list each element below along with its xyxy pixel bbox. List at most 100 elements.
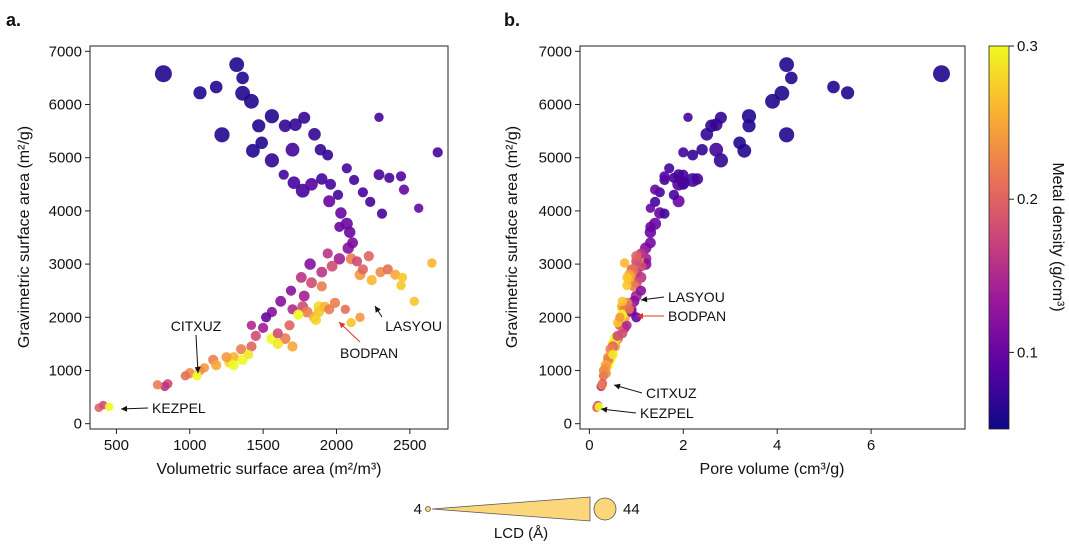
- data-point: [316, 266, 328, 278]
- y-tick-label: 2000: [49, 309, 82, 326]
- annotation-arrowhead: [339, 322, 346, 329]
- data-point: [287, 176, 301, 189]
- panel-b-x-ticks: 0 2 4 6: [585, 429, 875, 454]
- data-point: [316, 281, 327, 292]
- data-point: [594, 402, 604, 412]
- data-point: [329, 297, 341, 308]
- panel-b-frame: [579, 45, 966, 430]
- data-point: [742, 119, 756, 133]
- data-point: [427, 258, 437, 268]
- data-point: [598, 371, 609, 381]
- data-point: [398, 184, 410, 195]
- panel-a-label: a.: [6, 10, 21, 30]
- data-point: [246, 341, 257, 352]
- data-point: [293, 309, 304, 320]
- annotation-kezpel: KEZPEL: [640, 405, 694, 421]
- data-point: [347, 237, 358, 249]
- data-point: [668, 172, 680, 183]
- data-point: [355, 312, 365, 322]
- data-point: [334, 221, 345, 232]
- data-point: [683, 112, 693, 123]
- data-point: [779, 57, 794, 72]
- y-tick-label: 6000: [539, 97, 572, 114]
- x-tick-label: 4: [773, 437, 781, 454]
- lcd-min-label: 4: [414, 501, 422, 518]
- data-point: [678, 147, 689, 158]
- panel-b-x-axis-title: Pore volume (cm³/g): [700, 461, 845, 478]
- lcd-max-circle: [593, 497, 617, 521]
- data-point: [395, 171, 407, 182]
- data-point: [678, 169, 689, 180]
- panel-b-y-ticks: 0 1000 2000 3000 4000 5000 6000 7000: [539, 43, 580, 433]
- y-tick-label: 3000: [539, 256, 572, 273]
- data-point: [304, 258, 316, 270]
- data-point: [650, 184, 661, 195]
- lcd-min-circle: [425, 506, 431, 512]
- data-point: [631, 251, 642, 262]
- data-point: [700, 128, 714, 141]
- data-point: [192, 371, 202, 381]
- data-point: [335, 207, 347, 219]
- data-point: [631, 312, 642, 323]
- data-point: [236, 71, 249, 85]
- data-point: [622, 320, 632, 330]
- x-tick-label: 2500: [393, 437, 426, 454]
- data-point: [827, 80, 840, 94]
- data-point: [264, 109, 279, 124]
- data-point: [382, 264, 393, 275]
- data-point: [645, 203, 656, 213]
- annotation-citxuz: CITXUZ: [171, 318, 222, 334]
- data-point: [284, 320, 295, 331]
- y-tick-label: 4000: [49, 203, 82, 220]
- data-point: [396, 280, 406, 291]
- data-point: [346, 317, 356, 328]
- data-point: [221, 352, 232, 363]
- data-point: [255, 136, 268, 150]
- data-point: [619, 258, 630, 268]
- annotation-arrowhead: [614, 383, 621, 390]
- data-point: [332, 189, 344, 200]
- data-point: [645, 221, 656, 232]
- annotation-lasyou: LASYOU: [668, 289, 725, 305]
- colorbar-gradient: [988, 45, 1010, 430]
- colorbar-ticks: 0.1 0.2 0.3: [1009, 38, 1038, 361]
- y-tick-label: 2000: [539, 309, 572, 326]
- panel-a: a. 500 1000 1500 2000 2500 0 1000 2000 3000 4000…: [6, 10, 449, 478]
- data-point: [325, 178, 336, 190]
- panel-b-label: b.: [504, 10, 520, 30]
- data-point: [357, 187, 368, 198]
- x-tick-label: 1000: [173, 437, 206, 454]
- y-tick-label: 5000: [49, 150, 82, 167]
- data-point: [285, 285, 297, 296]
- data-point: [687, 149, 699, 161]
- data-point: [344, 226, 356, 238]
- data-point: [365, 196, 376, 207]
- data-point: [351, 256, 363, 267]
- data-point: [229, 57, 245, 72]
- panel-a-x-axis-title: Volumetric surface area (m²/m³): [157, 461, 382, 478]
- data-point: [326, 260, 338, 272]
- data-point: [615, 312, 625, 322]
- data-point: [376, 208, 388, 219]
- data-point: [363, 251, 374, 262]
- annotation-arrowhead: [121, 405, 128, 412]
- data-point: [272, 328, 283, 339]
- data-point: [624, 304, 634, 314]
- data-point: [933, 65, 950, 83]
- data-point: [272, 338, 283, 349]
- data-point: [696, 144, 708, 156]
- data-point: [298, 290, 310, 302]
- panel-b-y-axis-title: Gravimetric surface area (m²/g): [504, 126, 521, 348]
- data-point: [316, 173, 328, 185]
- panel-a-y-ticks: 0 1000 2000 3000 4000 5000 6000 7000: [49, 43, 90, 433]
- panel-b-points: [592, 57, 950, 413]
- x-tick-label: 500: [104, 437, 129, 454]
- y-tick-label: 5000: [539, 150, 572, 167]
- x-tick-label: 1500: [246, 437, 279, 454]
- annotation-arrowhead: [375, 306, 381, 313]
- lcd-max-label: 44: [623, 501, 640, 518]
- annotation-bodpan: BODPAN: [340, 345, 398, 361]
- data-point: [285, 142, 300, 157]
- y-tick-label: 7000: [49, 43, 82, 60]
- data-point: [341, 163, 352, 174]
